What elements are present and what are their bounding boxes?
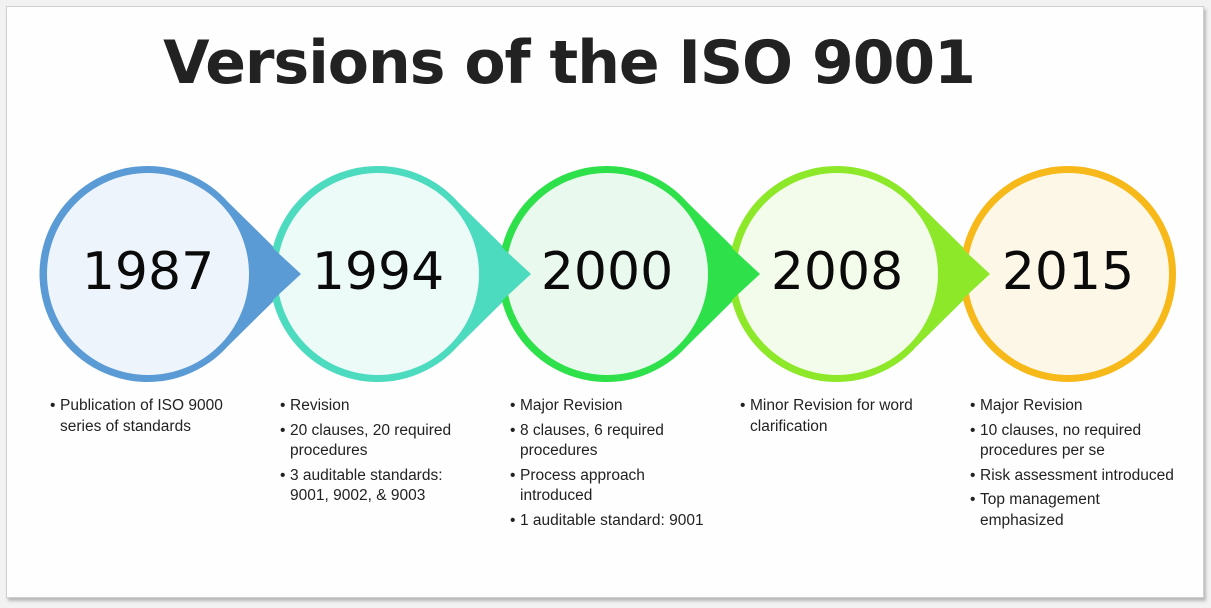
note-item: 3 auditable standards: 9001, 9002, & 900… (280, 466, 485, 507)
note-item: Revision (280, 396, 485, 417)
notes-2015: Major Revision 10 clauses, no required p… (970, 396, 1175, 535)
notes-2000: Major Revision 8 clauses, 6 required pro… (510, 396, 715, 535)
note-item: 20 clauses, 20 required procedures (280, 421, 485, 462)
year-label-2000: 2000 (540, 242, 674, 302)
milestone-2015-shape (960, 166, 1176, 382)
milestone-1994-shape (269, 165, 531, 382)
diagram-title: Versions of the ISO 9001 (163, 28, 976, 98)
notes-1987: Publication of ISO 9000 series of standa… (50, 396, 255, 441)
notes-1994: Revision 20 clauses, 20 required procedu… (280, 396, 485, 511)
note-item: 10 clauses, no required procedures per s… (970, 421, 1175, 462)
note-item: Major Revision (510, 396, 715, 417)
note-item: Minor Revision for word clarification (740, 396, 915, 437)
milestone-2008-shape (728, 165, 990, 382)
note-item: Risk assessment introduced (970, 466, 1175, 487)
note-item: 1 auditable standard: 9001 (510, 511, 715, 532)
note-item: 8 clauses, 6 required procedures (510, 421, 715, 462)
notes-2008: Minor Revision for word clarification (740, 396, 915, 441)
milestone-1987-shape (39, 165, 301, 382)
year-label-2008: 2008 (770, 242, 904, 302)
note-item: Top management emphasized (970, 490, 1175, 531)
milestone-2000-shape (498, 165, 760, 382)
year-label-1987: 1987 (81, 242, 215, 302)
year-label-1994: 1994 (311, 242, 445, 302)
note-item: Process approach introduced (510, 466, 715, 507)
note-item: Major Revision (970, 396, 1175, 417)
year-label-2015: 2015 (1001, 242, 1135, 302)
note-item: Publication of ISO 9000 series of standa… (50, 396, 255, 437)
